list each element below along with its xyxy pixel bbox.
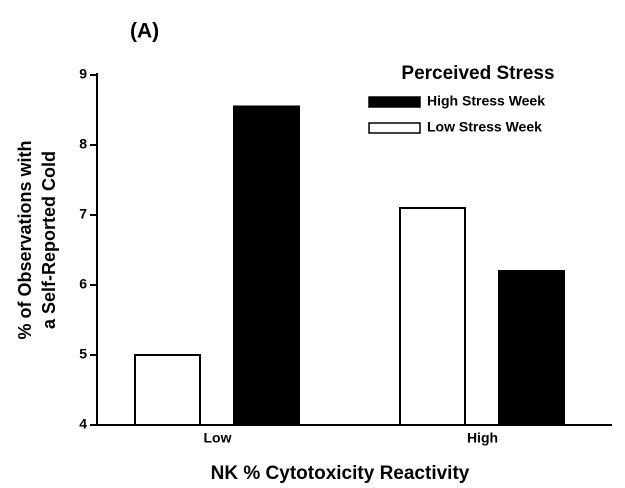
legend-title: Perceived Stress — [401, 63, 554, 84]
legend-swatch — [368, 122, 421, 134]
x-tick-label: Low — [204, 430, 232, 446]
legend-label: Low Stress Week — [427, 119, 542, 135]
y-tick-label: 7 — [79, 206, 87, 222]
y-tick-label: 9 — [79, 66, 87, 82]
bar — [134, 354, 201, 426]
legend-swatch — [368, 96, 421, 108]
bar — [233, 105, 300, 426]
chart-title: (A) — [130, 20, 159, 43]
y-tick-label: 5 — [79, 346, 87, 362]
bar — [399, 207, 466, 426]
y-tick-label: 4 — [79, 416, 87, 432]
y-tick-label: 6 — [79, 276, 87, 292]
y-tick-label: 8 — [79, 136, 87, 152]
y-axis-label: % of Observations with — [15, 140, 35, 339]
legend-label: High Stress Week — [427, 93, 545, 109]
x-tick-label: High — [467, 430, 498, 446]
bar — [498, 270, 565, 426]
y-axis-label: a Self-Reported Cold — [39, 151, 59, 329]
x-axis-label: NK % Cytotoxicity Reactivity — [211, 463, 470, 484]
